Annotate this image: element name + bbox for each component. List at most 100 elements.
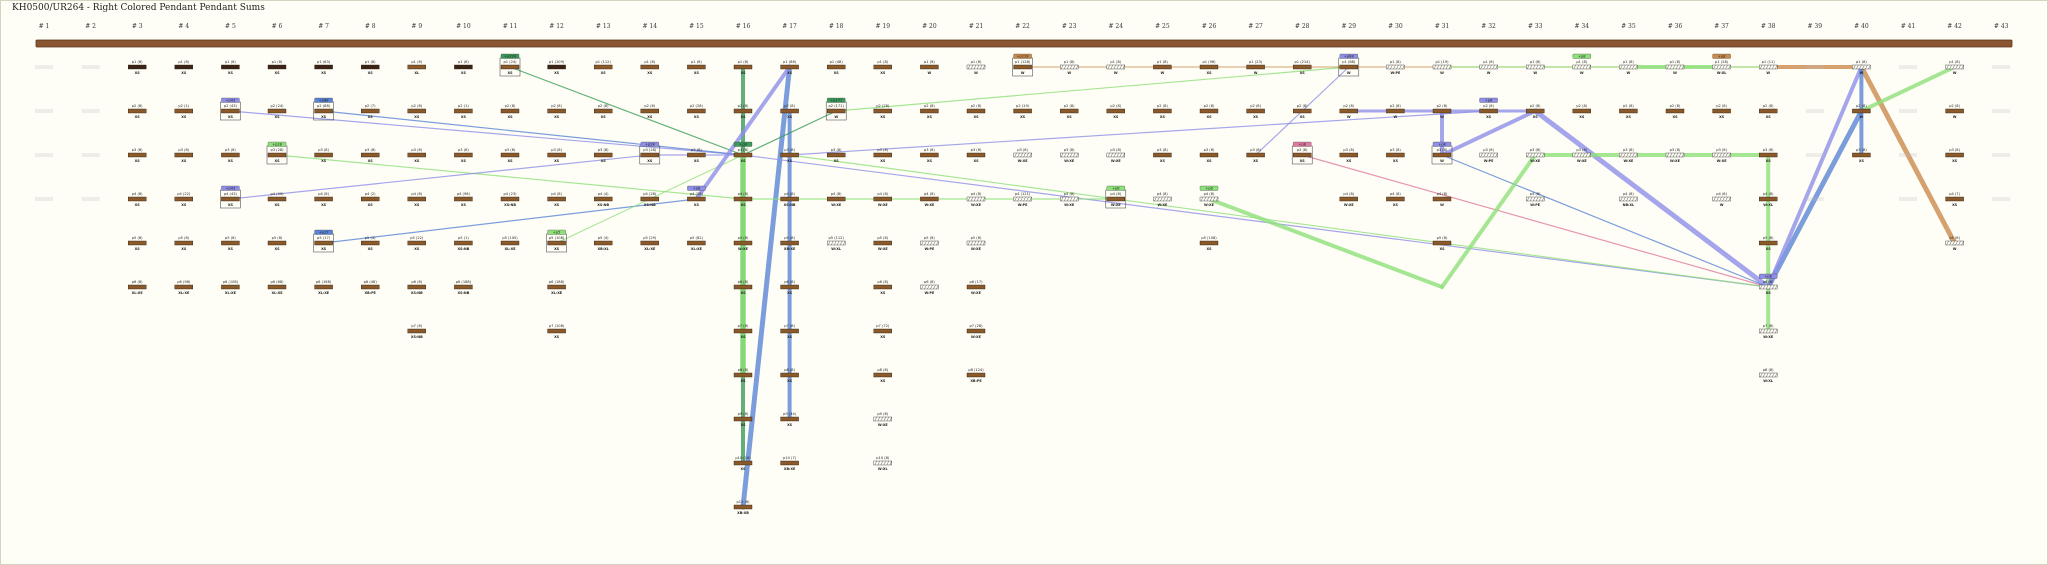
pendant[interactable]: p2 (28) XS [873,104,892,119]
pendant[interactable]: p2 (8) XS [1572,104,1592,119]
pendant[interactable]: p3 (8) XS [966,148,986,163]
pendant[interactable]: p1 (8) W [1945,60,1964,75]
pendant[interactable]: p8 (8) XS [873,368,892,383]
pendant[interactable]: p1 (19) W [1432,60,1452,75]
pendant[interactable]: p6 (8) W:PE [920,280,939,295]
pendant[interactable]: p4 (99) XS [267,192,287,207]
pendant[interactable]: p4 (8) W:XE [827,192,846,207]
pendant[interactable]: p7 (8) XS [780,324,799,339]
pendant[interactable]: p1 (8) W [920,60,939,75]
pendant[interactable]: p5 (22) XS [407,236,426,251]
pendant[interactable]: p4 (8) W [1712,192,1731,207]
pendant[interactable]: p5 (8) W [1945,236,1964,251]
pendant[interactable]: p1 (8) XS [267,60,287,75]
pendant[interactable]: p1 (28) W:XL [1712,60,1731,75]
pendant[interactable]: p1 (8) W:PE [1386,60,1405,75]
pendant[interactable]: p4 (22) XS [174,192,194,207]
pendant[interactable]: p6 (8) XS:NB [407,280,426,295]
pendant[interactable]: p3 (8) XS [407,148,426,163]
pendant[interactable]: p6 (8) XL:XE [127,280,147,295]
pendant[interactable]: p6 (8) XS [873,280,892,295]
pendant[interactable]: p3 (8) W:XE [1106,148,1126,163]
pendant[interactable]: p3 (28) XS [266,145,288,165]
pendant[interactable]: p2 (8) XS [733,104,753,119]
pendant[interactable]: p6 (8) XS [780,280,799,295]
pendant[interactable]: p1 (8) XS [640,60,659,75]
pendant[interactable]: p2 (8) XS [920,104,939,119]
pendant[interactable]: p2 (8) W [1432,104,1452,119]
pendant[interactable]: p3 (8) XS [1386,148,1405,163]
pendant[interactable]: p5 (29) XL:XE [640,236,659,251]
pendant[interactable]: p1 (128) W [1012,57,1033,77]
pendant[interactable]: p2 (8) W [1339,104,1359,119]
pendant[interactable]: p2 (43) XS [220,101,241,121]
pendant[interactable]: p4 (8) W:XE [920,192,939,207]
pendant[interactable]: p3 (8) W [1431,145,1453,165]
pendant[interactable]: p2 (8) XS [1246,104,1265,119]
pendant[interactable]: p5 (8) XS [174,236,194,251]
pendant[interactable]: p6 (17) W:XE [966,280,986,295]
pendant[interactable]: p2 (8) XS [1153,104,1172,119]
pendant[interactable]: p8 (8) W:XL [1758,368,1778,383]
pendant[interactable]: p3 (8) W:XE [1059,148,1079,163]
pendant[interactable]: p1 (8) W [1665,60,1685,75]
pendant[interactable]: p1 (8) W [1479,60,1498,75]
pendant[interactable]: p3 (8) W:XE [1525,148,1545,163]
pendant[interactable]: p1 (8) W [1059,60,1079,75]
pendant[interactable]: p7 (108) XS [547,324,566,339]
pendant[interactable]: p2 (8) XS [1106,104,1126,119]
pendant[interactable]: p9 (8) XS [733,412,753,427]
pendant[interactable]: p2 (8) XS [1712,104,1731,119]
pendant[interactable]: p3 (8) XS [127,148,147,163]
pendant[interactable]: p1 (23) W [1246,60,1265,75]
pendant[interactable]: p1 (8) XS [361,60,380,75]
pendant[interactable]: p8 (124) XB:PE [966,368,986,383]
pendant[interactable]: p1 (8) W [1619,60,1638,75]
pendant[interactable]: p2 (19) XS [1013,104,1032,119]
pendant[interactable]: p5 (100) XL:XE [500,236,520,251]
pendant[interactable]: p4 (8) W [1432,192,1452,207]
pendant[interactable]: p5 (8) XS [221,236,240,251]
pendant[interactable]: p3 (8) XS [174,148,194,163]
pendant[interactable]: p5 (8) W:XE [733,236,753,251]
pendant[interactable]: p4 (8) XS [1386,192,1405,207]
pendant[interactable]: p5 (8) XS [1432,236,1452,251]
pendant[interactable]: p4 (8) XS:NB [780,192,799,207]
pendant[interactable]: p3 (8) XS [827,148,846,163]
pendant[interactable]: p10 (8) W:XL [873,456,892,471]
pendant[interactable]: p1 (11) W [1758,60,1778,75]
pendant[interactable]: p4 (43) XS [220,189,241,209]
pendant[interactable]: p1 (8) W [1572,60,1592,75]
pendant[interactable]: p6 (8) XS [733,280,753,295]
pendant[interactable]: p3 (8) XS [221,148,240,163]
pendant[interactable]: p4 (8) W:XE [873,192,892,207]
pendant[interactable]: p2 (8) W [1852,104,1871,119]
pendant[interactable]: p5 (4) XB:XL [594,236,613,251]
pendant[interactable]: p5 (108) XS [1199,236,1219,251]
pendant[interactable]: p4 (8) XS [314,192,333,207]
pendant[interactable]: p6 (68) XL:XE [267,280,287,295]
pendant[interactable]: p2 (8) XS [1059,104,1079,119]
pendant[interactable]: p1 (96) XS [1199,60,1219,75]
pendant[interactable]: p2 (8) XS [407,104,426,119]
pendant[interactable]: p9 (8) W:XE [873,412,892,427]
pendant[interactable]: p3 (28) XS [639,145,661,165]
pendant[interactable]: p2 (8) XS [547,104,566,119]
pendant[interactable]: p3 (8) XS [500,148,520,163]
pendant[interactable]: p1 (8) XS [873,60,892,75]
pendant[interactable]: p2 (8) XS [1619,104,1638,119]
pendant[interactable]: p5 (82) XL:XE [687,236,706,251]
pendant[interactable]: p4 (7) XS [1945,192,1964,207]
pendant[interactable]: p1 (88) XS [780,60,799,75]
pendant[interactable]: p3 (8) XS [314,148,333,163]
pendant[interactable]: p8 (8) XS [780,368,799,383]
pendant[interactable]: p5 (108) XS [546,233,567,253]
pendant[interactable]: p1 (8) XS [687,60,706,75]
pendant[interactable]: p3 (8) XS [1153,148,1172,163]
pendant[interactable]: p1 (8) XS [733,60,753,75]
pendant[interactable]: p1 (8) W [1852,60,1871,75]
pendant[interactable]: p2 (8) XS [1758,104,1778,119]
pendant[interactable]: p4 (8) W:PE [1525,192,1545,207]
pendant[interactable]: p5 (8) XB:XE [780,236,799,251]
pendant[interactable]: p4 (8) W:XE [1153,192,1172,207]
